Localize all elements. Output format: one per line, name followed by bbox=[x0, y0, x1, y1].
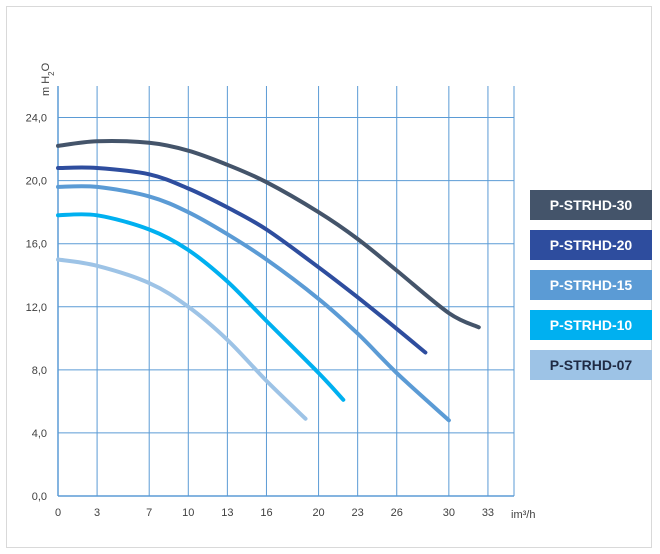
x-tick-label: 30 bbox=[443, 507, 455, 519]
y-axis-label-end: O bbox=[40, 62, 52, 71]
series-line-p-strhd-15 bbox=[56, 184, 451, 423]
y-axis-label-main: m H bbox=[40, 76, 52, 96]
x-tick-label: 23 bbox=[352, 507, 364, 519]
x-axis-label: im³/h bbox=[511, 509, 535, 521]
x-tick-label: 3 bbox=[94, 507, 100, 519]
grid bbox=[57, 86, 515, 497]
legend-label: P-STRHD-07 bbox=[550, 357, 633, 373]
x-tick-label: 0 bbox=[55, 507, 61, 519]
legend-swatch bbox=[530, 270, 652, 300]
y-axis-label: m H2O bbox=[40, 62, 56, 96]
series-line-p-strhd-07 bbox=[56, 257, 308, 421]
legend-swatch bbox=[530, 310, 652, 340]
legend-swatch bbox=[530, 230, 652, 260]
x-tick-label: 26 bbox=[391, 507, 403, 519]
legend-label: P-STRHD-20 bbox=[550, 237, 633, 253]
axes: 0 3 7 10 13 16 20 23 26 30 33 0,0 4,0 8,0 12,0 16,0 20,0… bbox=[26, 86, 514, 519]
y-axis-label-subscript: 2 bbox=[47, 71, 56, 76]
series-lines bbox=[56, 139, 481, 423]
legend-label: P-STRHD-30 bbox=[550, 197, 633, 213]
x-tick-label: 7 bbox=[146, 507, 152, 519]
series-line-p-strhd-30 bbox=[56, 139, 481, 330]
x-tick-label: 13 bbox=[221, 507, 233, 519]
legend-label: P-STRHD-10 bbox=[550, 317, 633, 333]
legend: P-STRHD-30 P-STRHD-20 P-STRHD-15 P-STRHD-10… bbox=[530, 190, 652, 380]
y-tick-label: 24,0 bbox=[26, 113, 47, 125]
x-tick-label: 16 bbox=[260, 507, 272, 519]
y-tick-label: 12,0 bbox=[26, 302, 47, 314]
series-line-p-strhd-10 bbox=[56, 212, 346, 402]
series-line-p-strhd-20 bbox=[56, 165, 428, 355]
x-tick-label: 33 bbox=[482, 507, 494, 519]
y-tick-label: 0,0 bbox=[32, 491, 47, 503]
legend-label: P-STRHD-15 bbox=[550, 277, 633, 293]
y-tick-label: 16,0 bbox=[26, 239, 47, 251]
x-tick-label: 10 bbox=[182, 507, 194, 519]
y-tick-label: 4,0 bbox=[32, 428, 47, 440]
y-tick-label: 8,0 bbox=[32, 365, 47, 377]
y-tick-label: 20,0 bbox=[26, 176, 47, 188]
x-tick-label: 20 bbox=[312, 507, 324, 519]
legend-swatch bbox=[530, 350, 652, 380]
legend-swatch bbox=[530, 190, 652, 220]
